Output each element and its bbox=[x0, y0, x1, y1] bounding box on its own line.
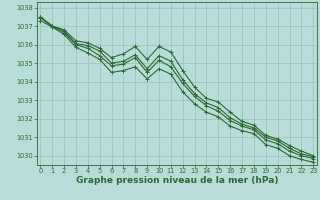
X-axis label: Graphe pression niveau de la mer (hPa): Graphe pression niveau de la mer (hPa) bbox=[76, 176, 278, 185]
